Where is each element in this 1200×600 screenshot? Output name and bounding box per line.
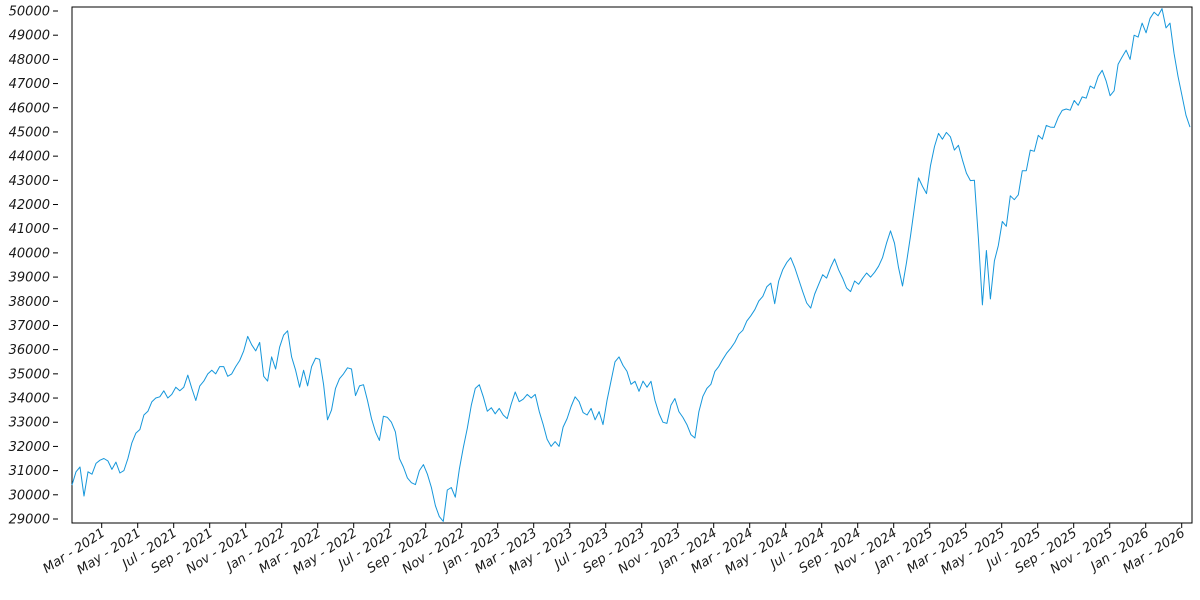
y-tick-label: 44000 [9, 150, 50, 165]
y-tick-label: 30000 [9, 488, 50, 503]
y-tick-label: 34000 [9, 392, 50, 407]
y-tick-label: 50000 [9, 5, 50, 20]
plot-border [71, 6, 1193, 524]
y-tick-label: 48000 [9, 53, 50, 68]
y-tick-label: 38000 [9, 295, 50, 310]
y-tick-label: 33000 [9, 416, 50, 431]
y-axis: 29000 30000 31000 32000 33000 34000 35000 36000… [9, 5, 58, 527]
y-tick-label: 49000 [9, 29, 50, 44]
y-tick-label: 39000 [9, 271, 50, 286]
y-tick-label: 43000 [9, 174, 50, 189]
y-tick-label: 46000 [9, 101, 50, 116]
y-tick-label: 47000 [9, 77, 50, 92]
y-tick-label: 36000 [9, 343, 50, 358]
y-tick-label: 35000 [9, 367, 50, 382]
y-tick-label: 37000 [9, 319, 50, 334]
price-line-series [71, 8, 1191, 522]
y-tick-label: 40000 [9, 246, 50, 261]
y-tick-label: 42000 [9, 198, 50, 213]
y-tick-label: 41000 [9, 222, 50, 237]
y-tick-label: 31000 [9, 464, 50, 479]
y-tick-label: 29000 [9, 512, 50, 527]
y-tick-label: 32000 [9, 440, 50, 455]
y-tick-label: 45000 [9, 125, 50, 140]
